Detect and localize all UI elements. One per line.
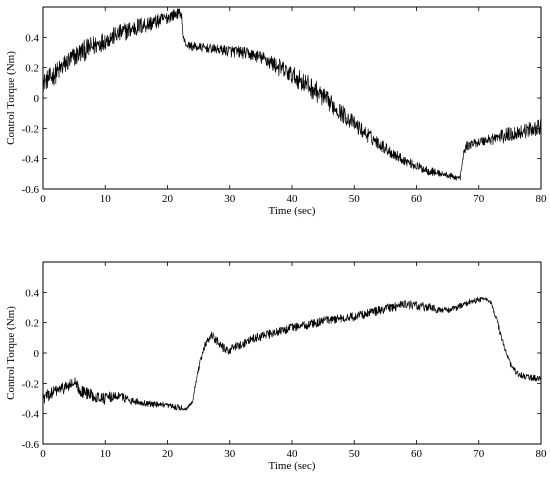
x-tick-label: 80 bbox=[536, 448, 548, 460]
top-torque-chart: 0 10 20 30 40 50 60 70 80 -0.6 -0.4 -0.2 0 0.2 0.4 Time… bbox=[5, 6, 548, 217]
x-tick-label: 30 bbox=[224, 448, 236, 460]
x-tick-label: 10 bbox=[100, 448, 112, 460]
x-tick-label: 40 bbox=[287, 193, 299, 205]
y-tick-label: -0.2 bbox=[22, 378, 39, 390]
x-tick-label: 70 bbox=[473, 448, 485, 460]
y-axis-label: Control Torque (Nm) bbox=[5, 306, 17, 400]
x-tick-label: 80 bbox=[536, 193, 548, 205]
x-tick-label: 40 bbox=[287, 448, 299, 460]
bottom-torque-chart: 0 10 20 30 40 50 60 70 80 -0.6 -0.4 -0.2 0 0.2 0.4 Time… bbox=[5, 261, 548, 472]
y-tick-label: -0.4 bbox=[22, 409, 40, 421]
y-tick-label: 0 bbox=[34, 348, 40, 360]
x-tick-label: 70 bbox=[473, 193, 485, 205]
x-tick-label: 60 bbox=[411, 448, 423, 460]
y-tick-label: -0.2 bbox=[22, 123, 39, 135]
x-tick-label: 50 bbox=[349, 193, 361, 205]
y-tick-label: 0.4 bbox=[25, 287, 39, 299]
y-tick-label: -0.4 bbox=[22, 154, 40, 166]
x-tick-label: 60 bbox=[411, 193, 423, 205]
x-tick-label: 10 bbox=[100, 193, 112, 205]
x-axis-label: Time (sec) bbox=[269, 205, 316, 217]
y-tick-label: -0.6 bbox=[22, 184, 40, 196]
x-axis-label: Time (sec) bbox=[269, 460, 316, 472]
x-tick-label: 30 bbox=[224, 193, 236, 205]
x-tick-label: 0 bbox=[40, 448, 46, 460]
y-axis-label: Control Torque (Nm) bbox=[5, 51, 17, 145]
y-tick-label: 0.4 bbox=[25, 32, 39, 44]
x-tick-label: 20 bbox=[162, 448, 174, 460]
plot-frame bbox=[42, 6, 542, 190]
x-tick-label: 50 bbox=[349, 448, 361, 460]
plot-frame bbox=[42, 261, 542, 445]
series-line bbox=[42, 296, 542, 411]
y-tick-label: 0.2 bbox=[25, 318, 39, 330]
y-tick-label: -0.6 bbox=[22, 439, 40, 451]
x-tick-label: 20 bbox=[162, 193, 174, 205]
y-tick-label: 0.2 bbox=[25, 63, 39, 75]
y-tick-label: 0 bbox=[34, 93, 40, 105]
series-line bbox=[42, 8, 542, 181]
x-tick-label: 0 bbox=[40, 193, 46, 205]
